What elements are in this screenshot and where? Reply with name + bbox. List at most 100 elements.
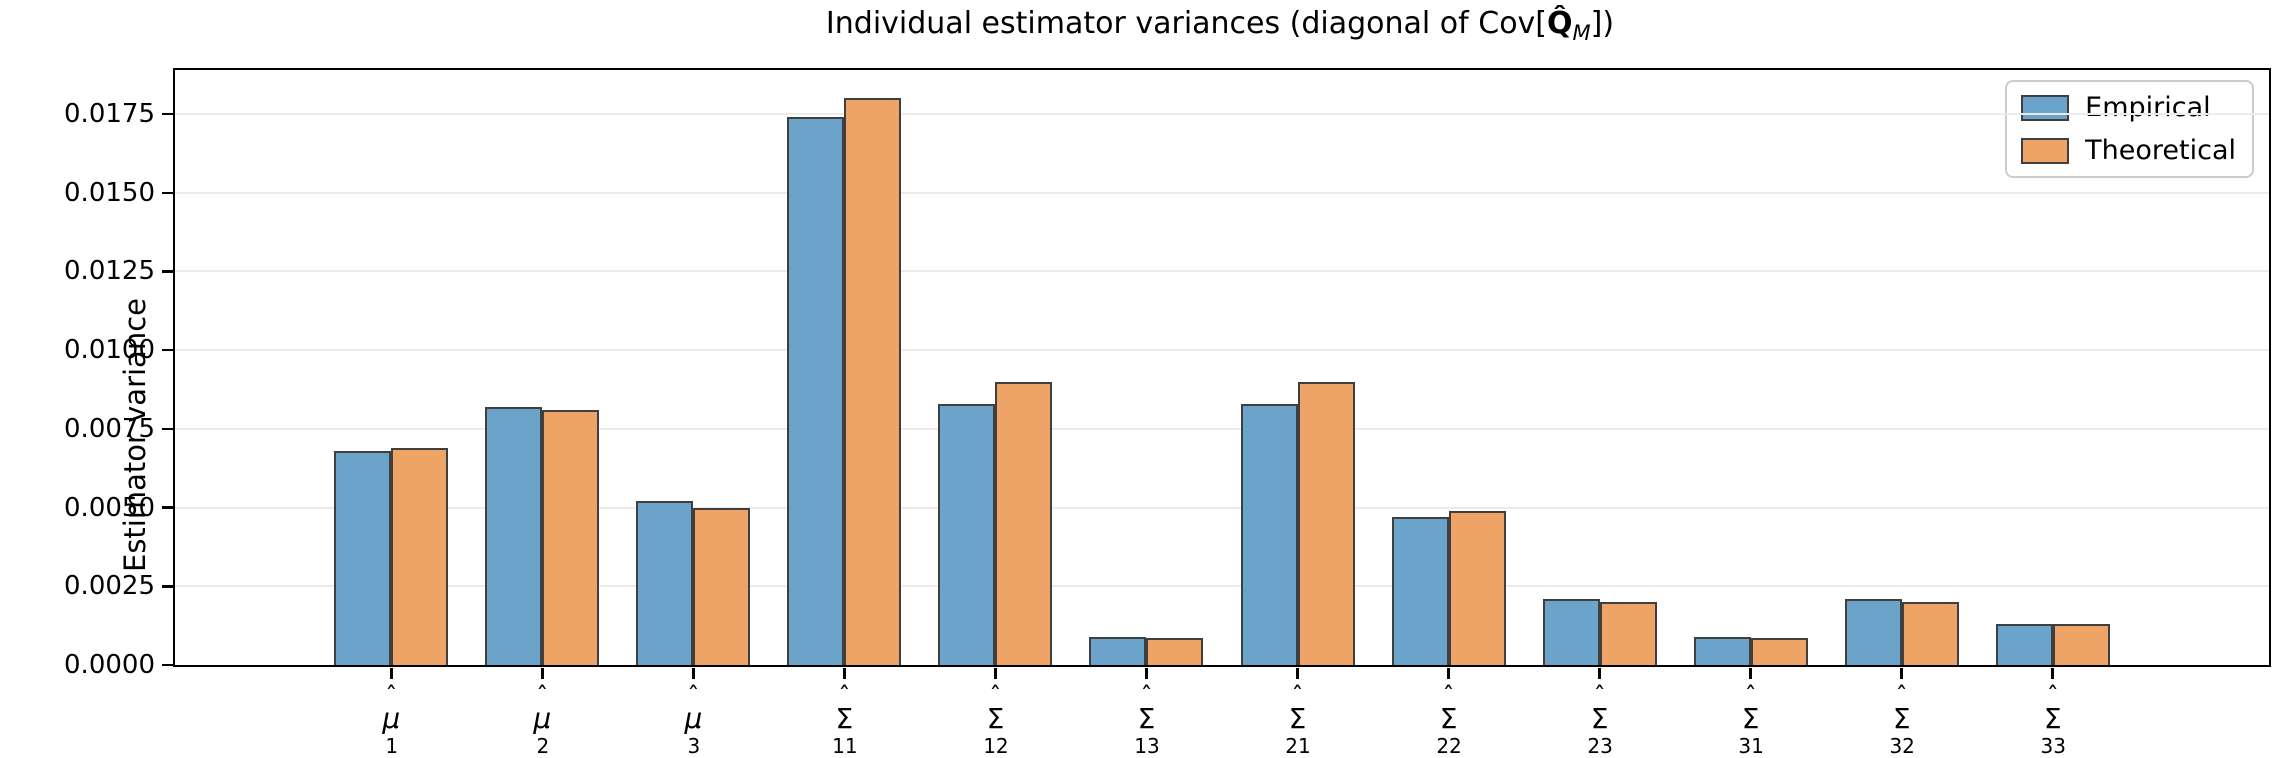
y-tick-mark bbox=[161, 585, 173, 588]
x-tick-subscript: 33 bbox=[2040, 734, 2066, 758]
bar-empirical-μ1 bbox=[334, 450, 392, 665]
legend-label-empirical: Empirical bbox=[2085, 92, 2211, 123]
x-tick-subscript: 31 bbox=[1738, 734, 1764, 758]
hat-accent: ˆ bbox=[536, 682, 549, 710]
bar-empirical-Σ11 bbox=[787, 117, 845, 665]
x-tick-symbol: μ bbox=[382, 702, 401, 735]
x-tick-subscript: 11 bbox=[832, 734, 858, 758]
y-tick-label: 0.0025 bbox=[64, 571, 155, 602]
x-tick-mark bbox=[692, 667, 695, 679]
x-tick-mark bbox=[541, 667, 544, 679]
x-tick-symbol: μ bbox=[684, 702, 703, 735]
y-tick-mark bbox=[161, 663, 173, 667]
figure: Individual estimator variances (diagonal… bbox=[64, 6, 2271, 758]
y-tick-mark bbox=[161, 191, 173, 195]
hat-accent: ˆ bbox=[989, 682, 1002, 710]
x-tick-subscript: 2 bbox=[536, 734, 550, 758]
bar-empirical-Σ13 bbox=[1089, 636, 1147, 665]
hat-accent: ˆ bbox=[1140, 682, 1153, 710]
y-tick-label: 0.0175 bbox=[64, 99, 155, 130]
x-tick-mark bbox=[1598, 667, 1601, 679]
legend-item-empirical: Empirical bbox=[2021, 92, 2236, 123]
y-tick-mark bbox=[161, 112, 173, 116]
x-tick-subscript: 12 bbox=[983, 734, 1009, 758]
bar-empirical-Σ31 bbox=[1693, 636, 1751, 665]
y-tick-mark bbox=[161, 348, 173, 352]
bar-theoretical-Σ12 bbox=[995, 381, 1053, 665]
x-tick-label-Σ22: ˆ Σ 22 bbox=[1435, 684, 1462, 758]
x-tick-symbol: Σ bbox=[2043, 702, 2062, 735]
hat-accent: ˆ bbox=[838, 682, 851, 710]
x-tick-mark bbox=[1749, 667, 1752, 679]
hat-accent: ˆ bbox=[1593, 682, 1606, 710]
bar-theoretical-Σ23 bbox=[1599, 602, 1657, 665]
hat-accent: ˆ bbox=[1291, 682, 1304, 710]
bar-empirical-Σ33 bbox=[1995, 624, 2053, 665]
chart-title-qhat: Q̂ bbox=[1547, 6, 1573, 41]
bar-theoretical-Σ21 bbox=[1297, 381, 1355, 665]
x-tick-mark bbox=[1296, 667, 1299, 679]
bar-theoretical-μ2 bbox=[542, 410, 600, 665]
legend-swatch-theoretical bbox=[2021, 137, 2070, 164]
bar-theoretical-Σ13 bbox=[1146, 638, 1204, 665]
y-tick-label: 0.0125 bbox=[64, 256, 155, 287]
x-tick-mark bbox=[1447, 667, 1450, 679]
gridline bbox=[175, 349, 2269, 352]
x-tick-symbol: Σ bbox=[1741, 702, 1760, 735]
x-tick-symbol: Σ bbox=[1590, 702, 1609, 735]
x-tick-symbol: μ bbox=[533, 702, 552, 735]
x-tick-subscript: 21 bbox=[1285, 734, 1311, 758]
x-tick-subscript: 13 bbox=[1134, 734, 1160, 758]
gridline bbox=[175, 427, 2269, 430]
bar-empirical-Σ21 bbox=[1240, 403, 1298, 665]
gridline bbox=[175, 506, 2269, 509]
bar-empirical-Σ22 bbox=[1391, 517, 1449, 665]
x-tick-symbol: Σ bbox=[986, 702, 1005, 735]
x-tick-label-Σ12: ˆ Σ 12 bbox=[982, 682, 1009, 758]
x-tick-mark bbox=[1900, 667, 1903, 679]
x-tick-mark bbox=[843, 667, 846, 679]
hat-accent: ˆ bbox=[1895, 682, 1908, 710]
y-tick-label: 0.0050 bbox=[64, 492, 155, 523]
hat-accent: ˆ bbox=[2046, 682, 2059, 710]
gridline bbox=[175, 585, 2269, 588]
bar-empirical-Σ23 bbox=[1542, 598, 1600, 665]
x-tick-symbol: Σ bbox=[1137, 702, 1156, 735]
x-tick-label-Σ23: ˆ Σ 23 bbox=[1586, 682, 1613, 758]
hat-accent: ˆ bbox=[1744, 682, 1757, 710]
y-tick-label: 0.0150 bbox=[64, 177, 155, 208]
chart-title-suffix: ]) bbox=[1590, 6, 1615, 41]
chart-title-prefix: Individual estimator variances (diagonal… bbox=[825, 6, 1548, 41]
legend-item-theoretical: Theoretical bbox=[2021, 135, 2236, 166]
legend-swatch-empirical bbox=[2021, 94, 2070, 121]
x-tick-label-Σ32: ˆ Σ 32 bbox=[1888, 682, 1914, 758]
bar-empirical-Σ32 bbox=[1844, 598, 1902, 665]
bar-theoretical-μ3 bbox=[693, 507, 751, 665]
x-tick-mark bbox=[1145, 667, 1148, 679]
x-tick-symbol: Σ bbox=[835, 702, 854, 735]
chart-title-qsub: M bbox=[1572, 21, 1591, 45]
x-tick-subscript: 1 bbox=[385, 734, 399, 758]
x-tick-symbol: Σ bbox=[1892, 702, 1911, 735]
gridline bbox=[175, 191, 2269, 194]
chart-title: Individual estimator variances (diagonal… bbox=[173, 6, 2267, 45]
gridline bbox=[175, 113, 2269, 116]
bar-theoretical-Σ31 bbox=[1750, 638, 1808, 665]
x-tick-subscript: 22 bbox=[1436, 734, 1462, 758]
x-tick-subscript: 23 bbox=[1587, 734, 1613, 758]
legend: Empirical Theoretical bbox=[2005, 80, 2254, 178]
x-tick-symbol: Σ bbox=[1439, 702, 1458, 735]
y-tick-mark bbox=[161, 427, 173, 431]
